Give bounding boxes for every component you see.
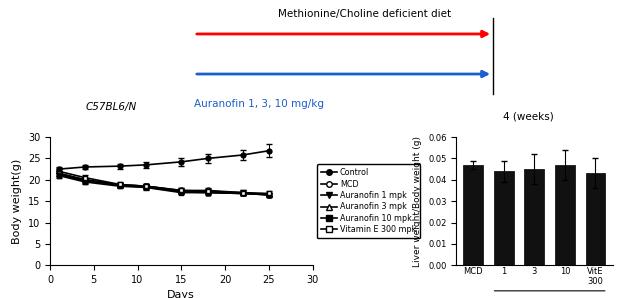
Legend: Control, MCD, Auranofin 1 mpk, Auranofin 3 mpk, Auranofin 10 mpk, Vitamin E 300 : Control, MCD, Auranofin 1 mpk, Auranofin… — [316, 164, 420, 238]
X-axis label: Days: Days — [168, 291, 195, 298]
Bar — [586, 173, 606, 265]
Y-axis label: Body weight(g): Body weight(g) — [12, 159, 22, 244]
Bar — [524, 169, 544, 265]
Text: Auranofin 1, 3, 10 mg/kg: Auranofin 1, 3, 10 mg/kg — [194, 99, 324, 109]
Text: Methionine/Choline deficient diet: Methionine/Choline deficient diet — [279, 9, 452, 19]
Y-axis label: Liver weight/Body weight (g): Liver weight/Body weight (g) — [414, 136, 422, 267]
Text: C57BL6/N: C57BL6/N — [85, 102, 136, 111]
Bar — [463, 165, 483, 265]
Bar — [494, 171, 514, 265]
Text: 4 (weeks): 4 (weeks) — [503, 111, 554, 122]
Bar — [555, 165, 575, 265]
